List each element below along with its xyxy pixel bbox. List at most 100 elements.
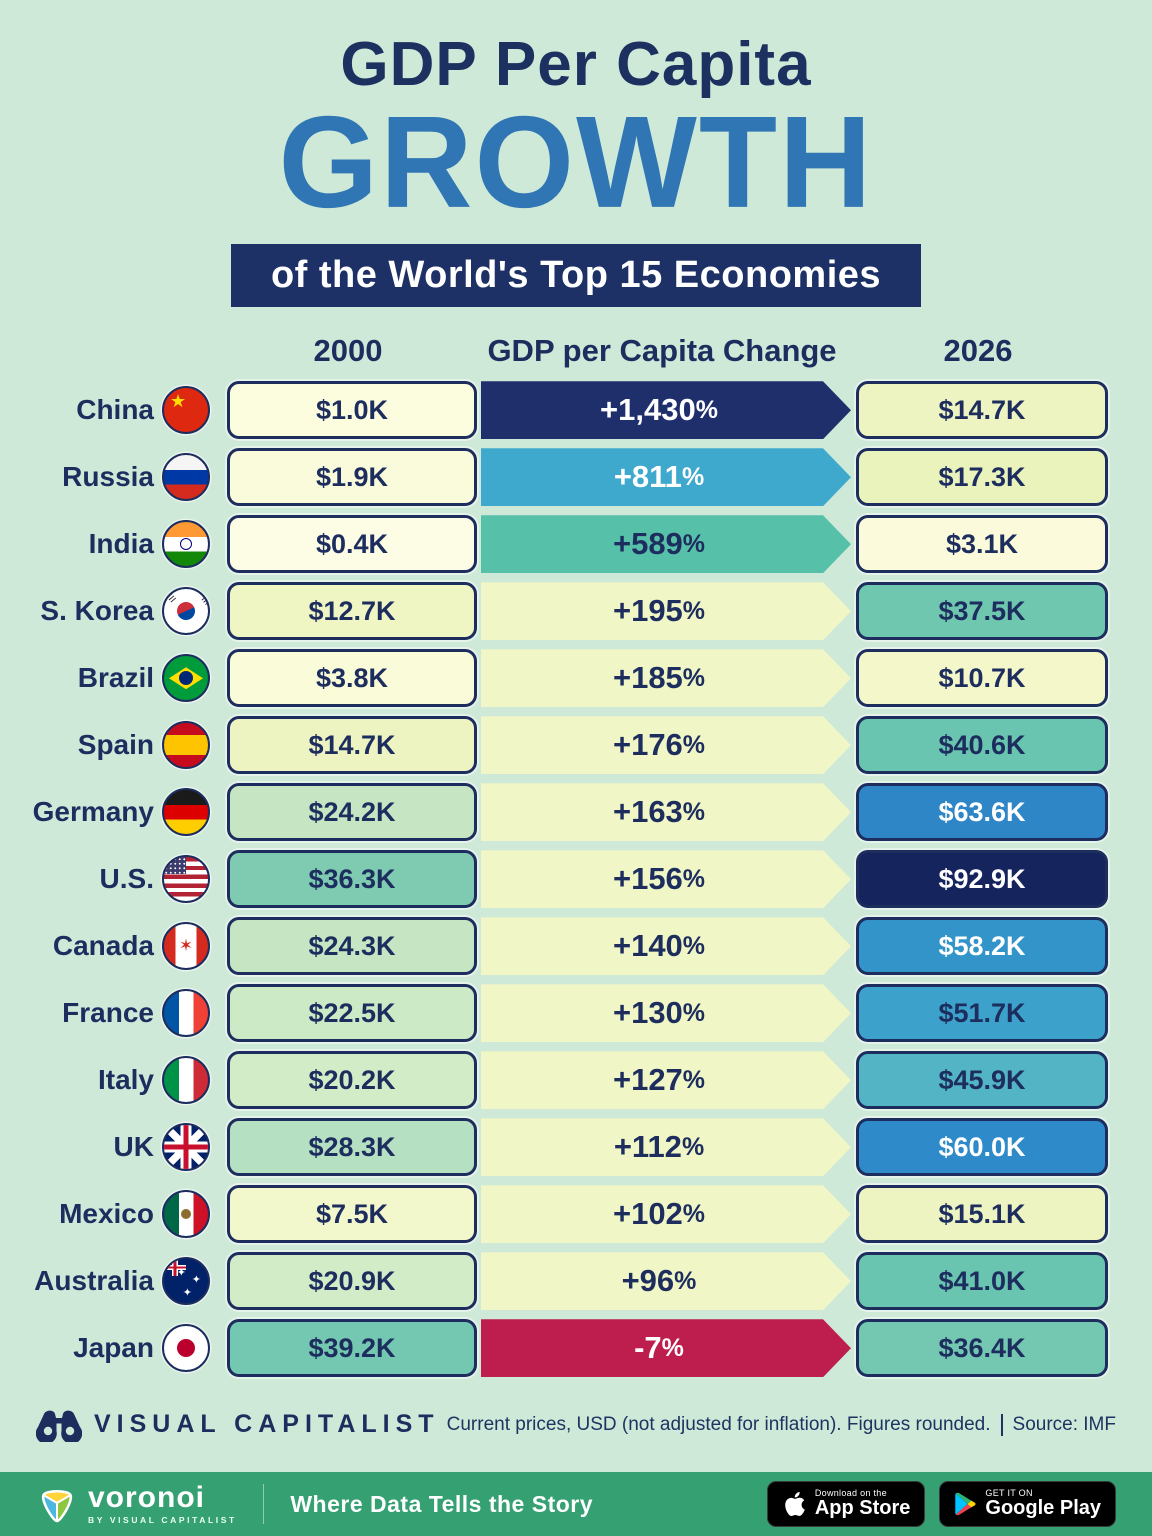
table-row: Australia $20.9K +96% $41.0K — [0, 1248, 1152, 1315]
value-2026: $40.6K — [856, 716, 1108, 775]
bottom-bar: voronoi BY VISUAL CAPITALIST Where Data … — [0, 1472, 1152, 1536]
app-store-badge[interactable]: Download on the App Store — [766, 1481, 926, 1527]
country-label: UK — [113, 1131, 154, 1163]
voronoi-icon — [41, 1490, 73, 1523]
app-store-big-text: App Store — [814, 1497, 911, 1520]
value-2026: $45.9K — [856, 1051, 1108, 1110]
change-arrow: +811% — [481, 448, 851, 506]
value-2000: $22.5K — [227, 984, 477, 1043]
table-row: Italy $20.2K +127% $45.9K — [0, 1047, 1152, 1114]
voronoi-byline: BY VISUAL CAPITALIST — [88, 1515, 237, 1526]
value-2000: $1.0K — [227, 381, 477, 440]
tagline: Where Data Tells the Story — [290, 1490, 594, 1517]
value-2026: $60.0K — [856, 1118, 1108, 1177]
voronoi-wordmark: voronoi — [88, 1481, 205, 1515]
value-2026: $3.1K — [856, 515, 1108, 574]
value-2000: $1.9K — [227, 448, 477, 507]
flag-india-icon — [162, 520, 210, 569]
value-2026: $37.5K — [856, 582, 1108, 641]
value-2026: $58.2K — [856, 917, 1108, 976]
country-label: Spain — [77, 729, 154, 761]
table-row: Russia $1.9K +811% $17.3K — [0, 444, 1152, 511]
value-2026: $15.1K — [856, 1185, 1108, 1244]
visual-capitalist-wordmark: VISUAL CAPITALIST — [94, 1410, 440, 1439]
flag-us-icon — [162, 855, 210, 904]
google-play-badge-text: GET IT ON Google Play — [985, 1487, 1101, 1519]
flag-australia-icon — [162, 1257, 210, 1306]
binoculars-icon — [36, 1410, 82, 1442]
table-row: Spain $14.7K +176% $40.6K — [0, 712, 1152, 779]
country-label: Australia — [34, 1265, 154, 1297]
flag-china-icon — [162, 386, 210, 435]
bar-divider — [262, 1484, 265, 1524]
flag-italy-icon — [162, 1056, 210, 1105]
footnote-divider — [1000, 1413, 1003, 1436]
google-play-small-text: GET IT ON — [985, 1487, 1033, 1498]
flag-uk-icon — [162, 1123, 210, 1172]
google-play-icon — [955, 1492, 976, 1516]
voronoi-text: voronoi BY VISUAL CAPITALIST — [88, 1483, 237, 1525]
table-row: Canada $24.3K +140% $58.2K — [0, 913, 1152, 980]
value-2026: $17.3K — [856, 448, 1108, 507]
change-arrow: +589% — [481, 515, 851, 573]
column-header-2026: 2026 — [943, 332, 1013, 368]
table-row: India $0.4K +589% $3.1K — [0, 511, 1152, 578]
value-2026: $36.4K — [856, 1319, 1108, 1378]
footnote-note: Current prices, USD (not adjusted for in… — [446, 1413, 991, 1435]
flag-canada-icon — [162, 922, 210, 971]
change-arrow: +102% — [481, 1185, 851, 1243]
value-2026: $14.7K — [856, 381, 1108, 440]
value-2000: $36.3K — [227, 850, 477, 909]
flag-japan-icon — [162, 1324, 210, 1373]
value-2000: $20.9K — [227, 1252, 477, 1311]
value-2026: $10.7K — [856, 649, 1108, 708]
value-2000: $39.2K — [227, 1319, 477, 1378]
value-2000: $24.3K — [227, 917, 477, 976]
value-2026: $51.7K — [856, 984, 1108, 1043]
value-2000: $0.4K — [227, 515, 477, 574]
change-arrow: +185% — [481, 649, 851, 707]
country-label: Brazil — [77, 662, 154, 694]
store-badges: Download on the App Store GET IT ON Goog… — [766, 1481, 1116, 1527]
change-arrow: +130% — [481, 984, 851, 1042]
value-2000: $14.7K — [227, 716, 477, 775]
title-block: GDP Per Capita GROWTH of the World's Top… — [0, 0, 1152, 307]
table-row: Japan $39.2K -7% $36.4K — [0, 1315, 1152, 1382]
app-store-small-text: Download on the — [814, 1487, 887, 1498]
visual-capitalist-brand: VISUAL CAPITALIST — [36, 1408, 440, 1442]
country-label: India — [88, 528, 154, 560]
change-arrow: +127% — [481, 1051, 851, 1109]
column-header-change: GDP per Capita Change — [487, 332, 837, 368]
country-label: Russia — [62, 461, 154, 493]
value-2026: $63.6K — [856, 783, 1108, 842]
column-header-2000: 2000 — [313, 332, 383, 368]
flag-france-icon — [162, 989, 210, 1038]
change-arrow: +1,430% — [481, 381, 851, 439]
table-header-row: 2000 GDP per Capita Change 2026 — [0, 333, 1152, 369]
change-arrow: +140% — [481, 917, 851, 975]
google-play-badge[interactable]: GET IT ON Google Play — [939, 1481, 1116, 1527]
country-label: China — [76, 394, 154, 426]
country-label: Germany — [32, 796, 154, 828]
value-2026: $41.0K — [856, 1252, 1108, 1311]
value-2000: $24.2K — [227, 783, 477, 842]
flag-skorea-icon — [162, 587, 210, 636]
change-arrow: +176% — [481, 716, 851, 774]
apple-icon — [785, 1492, 805, 1517]
value-2000: $12.7K — [227, 582, 477, 641]
footer: VISUAL CAPITALIST Current prices, USD (n… — [0, 1408, 1152, 1442]
table-row: China $1.0K +1,430% $14.7K — [0, 377, 1152, 444]
change-arrow: -7% — [481, 1319, 851, 1377]
country-label: France — [62, 997, 154, 1029]
table-row: Germany $24.2K +163% $63.6K — [0, 779, 1152, 846]
change-arrow: +156% — [481, 850, 851, 908]
page-title: GDP Per Capita — [340, 30, 812, 99]
value-2000: $20.2K — [227, 1051, 477, 1110]
table-row: Mexico $7.5K +102% $15.1K — [0, 1181, 1152, 1248]
table-row: Brazil $3.8K +185% $10.7K — [0, 645, 1152, 712]
country-label: U.S. — [99, 863, 154, 895]
change-arrow: +163% — [481, 783, 851, 841]
country-label: Mexico — [59, 1198, 154, 1230]
value-2000: $28.3K — [227, 1118, 477, 1177]
